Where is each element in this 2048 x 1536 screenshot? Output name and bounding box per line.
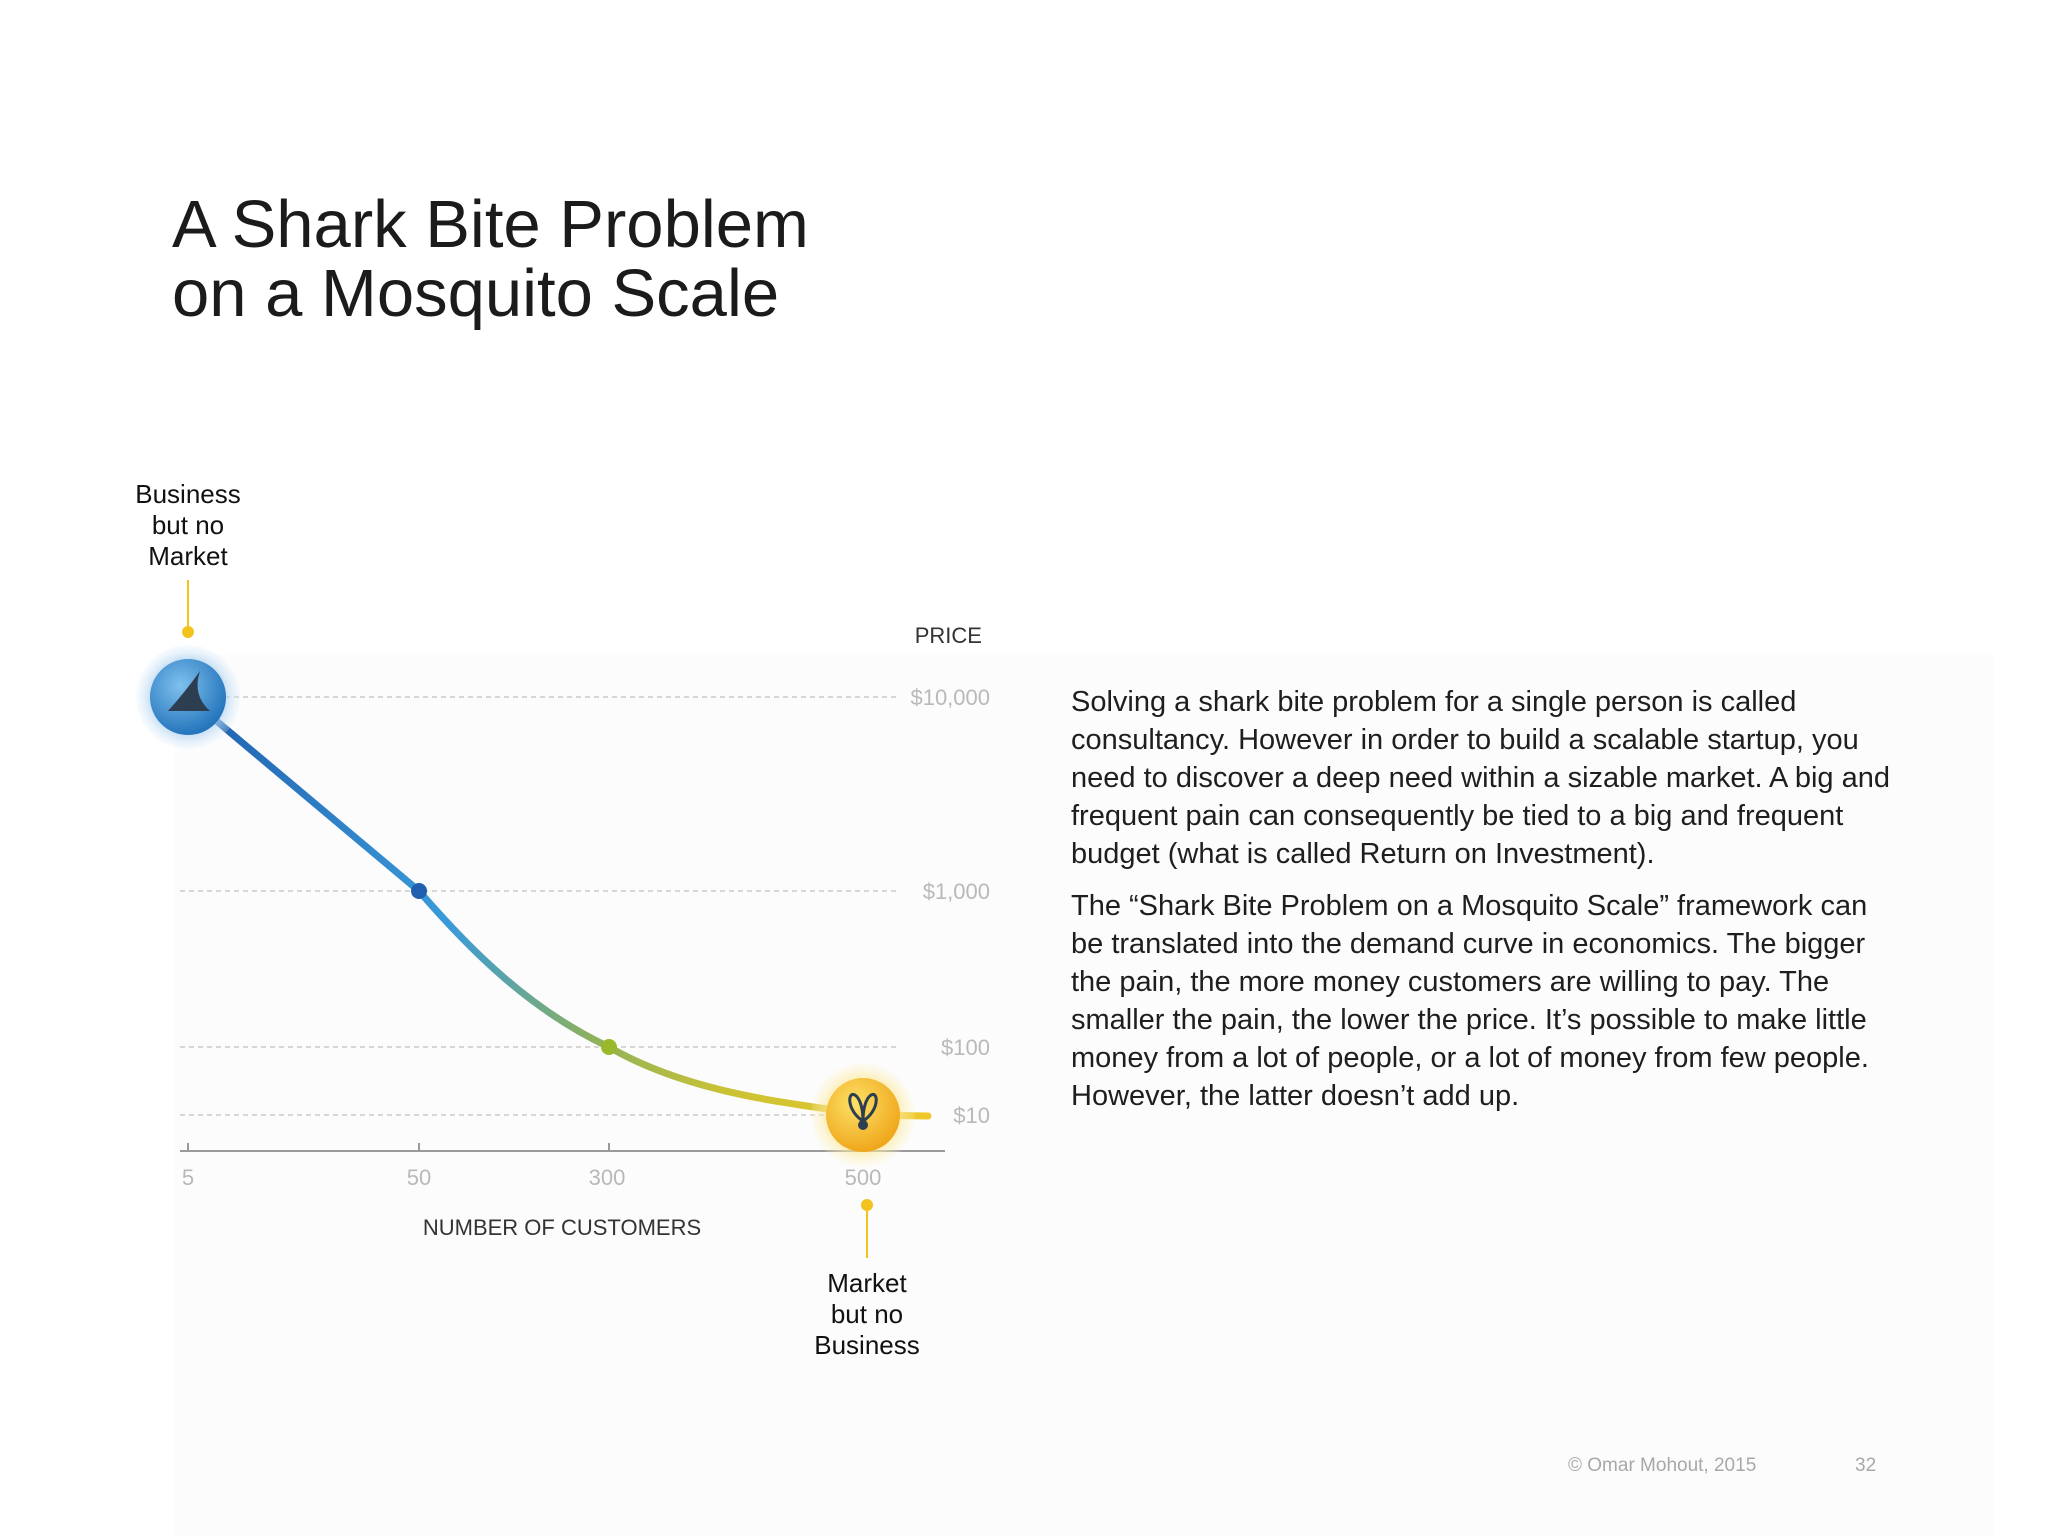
mosquito-body-icon [858,1120,868,1130]
demand-curve-line [184,693,932,1120]
page-number: 32 [1855,1455,1877,1476]
annotation-label-line: Business [814,1330,920,1360]
y-tick-label: $100 [941,1035,990,1060]
data-point [601,1039,617,1055]
x-tick-label: 500 [845,1165,882,1190]
slide-title: A Shark Bite Problem on a Mosquito Scale [172,190,1072,328]
mosquito-wing-right-icon [861,1093,878,1124]
x-tick-label: 300 [589,1165,626,1190]
y-tick-label: $10,000 [910,685,990,710]
paragraph-1: Solving a shark bite problem for a singl… [1071,686,1890,870]
shark-fin-icon [168,671,210,711]
paragraph-2: The “Shark Bite Problem on a Mosquito Sc… [1071,890,1869,1112]
annotation-dot [182,626,194,638]
x-tick-label: 50 [407,1165,431,1190]
copyright-footer: © Omar Mohout, 2015 [1568,1455,1757,1476]
y-axis-title: PRICE [915,623,982,648]
y-tick-label: $10 [953,1103,990,1128]
x-tick-label: 5 [182,1165,194,1190]
annotation-dot [861,1199,873,1211]
annotation-label-line: Business [135,479,241,509]
annotation-label-line: but no [831,1299,903,1329]
y-tick-label: $1,000 [923,879,990,904]
annotation-label-line: Market [148,541,228,571]
slide-background [175,655,1995,1536]
annotation-label-line: Market [827,1268,907,1298]
mosquito-marker [811,1063,915,1167]
title-line-2: on a Mosquito Scale [172,256,780,331]
x-axis-title: NUMBER OF CUSTOMERS [423,1215,701,1240]
title-line-1: A Shark Bite Problem [172,187,809,262]
data-point [411,883,427,899]
demand-curve-chart: $10,000 $1,000 $100 $10 PRICE 5 50 300 500 NUMBER… [135,479,990,1360]
description-text: Solving a shark bite problem for a singl… [1071,683,1901,1129]
shark-marker [136,645,240,749]
annotation-label-line: but no [152,510,224,540]
